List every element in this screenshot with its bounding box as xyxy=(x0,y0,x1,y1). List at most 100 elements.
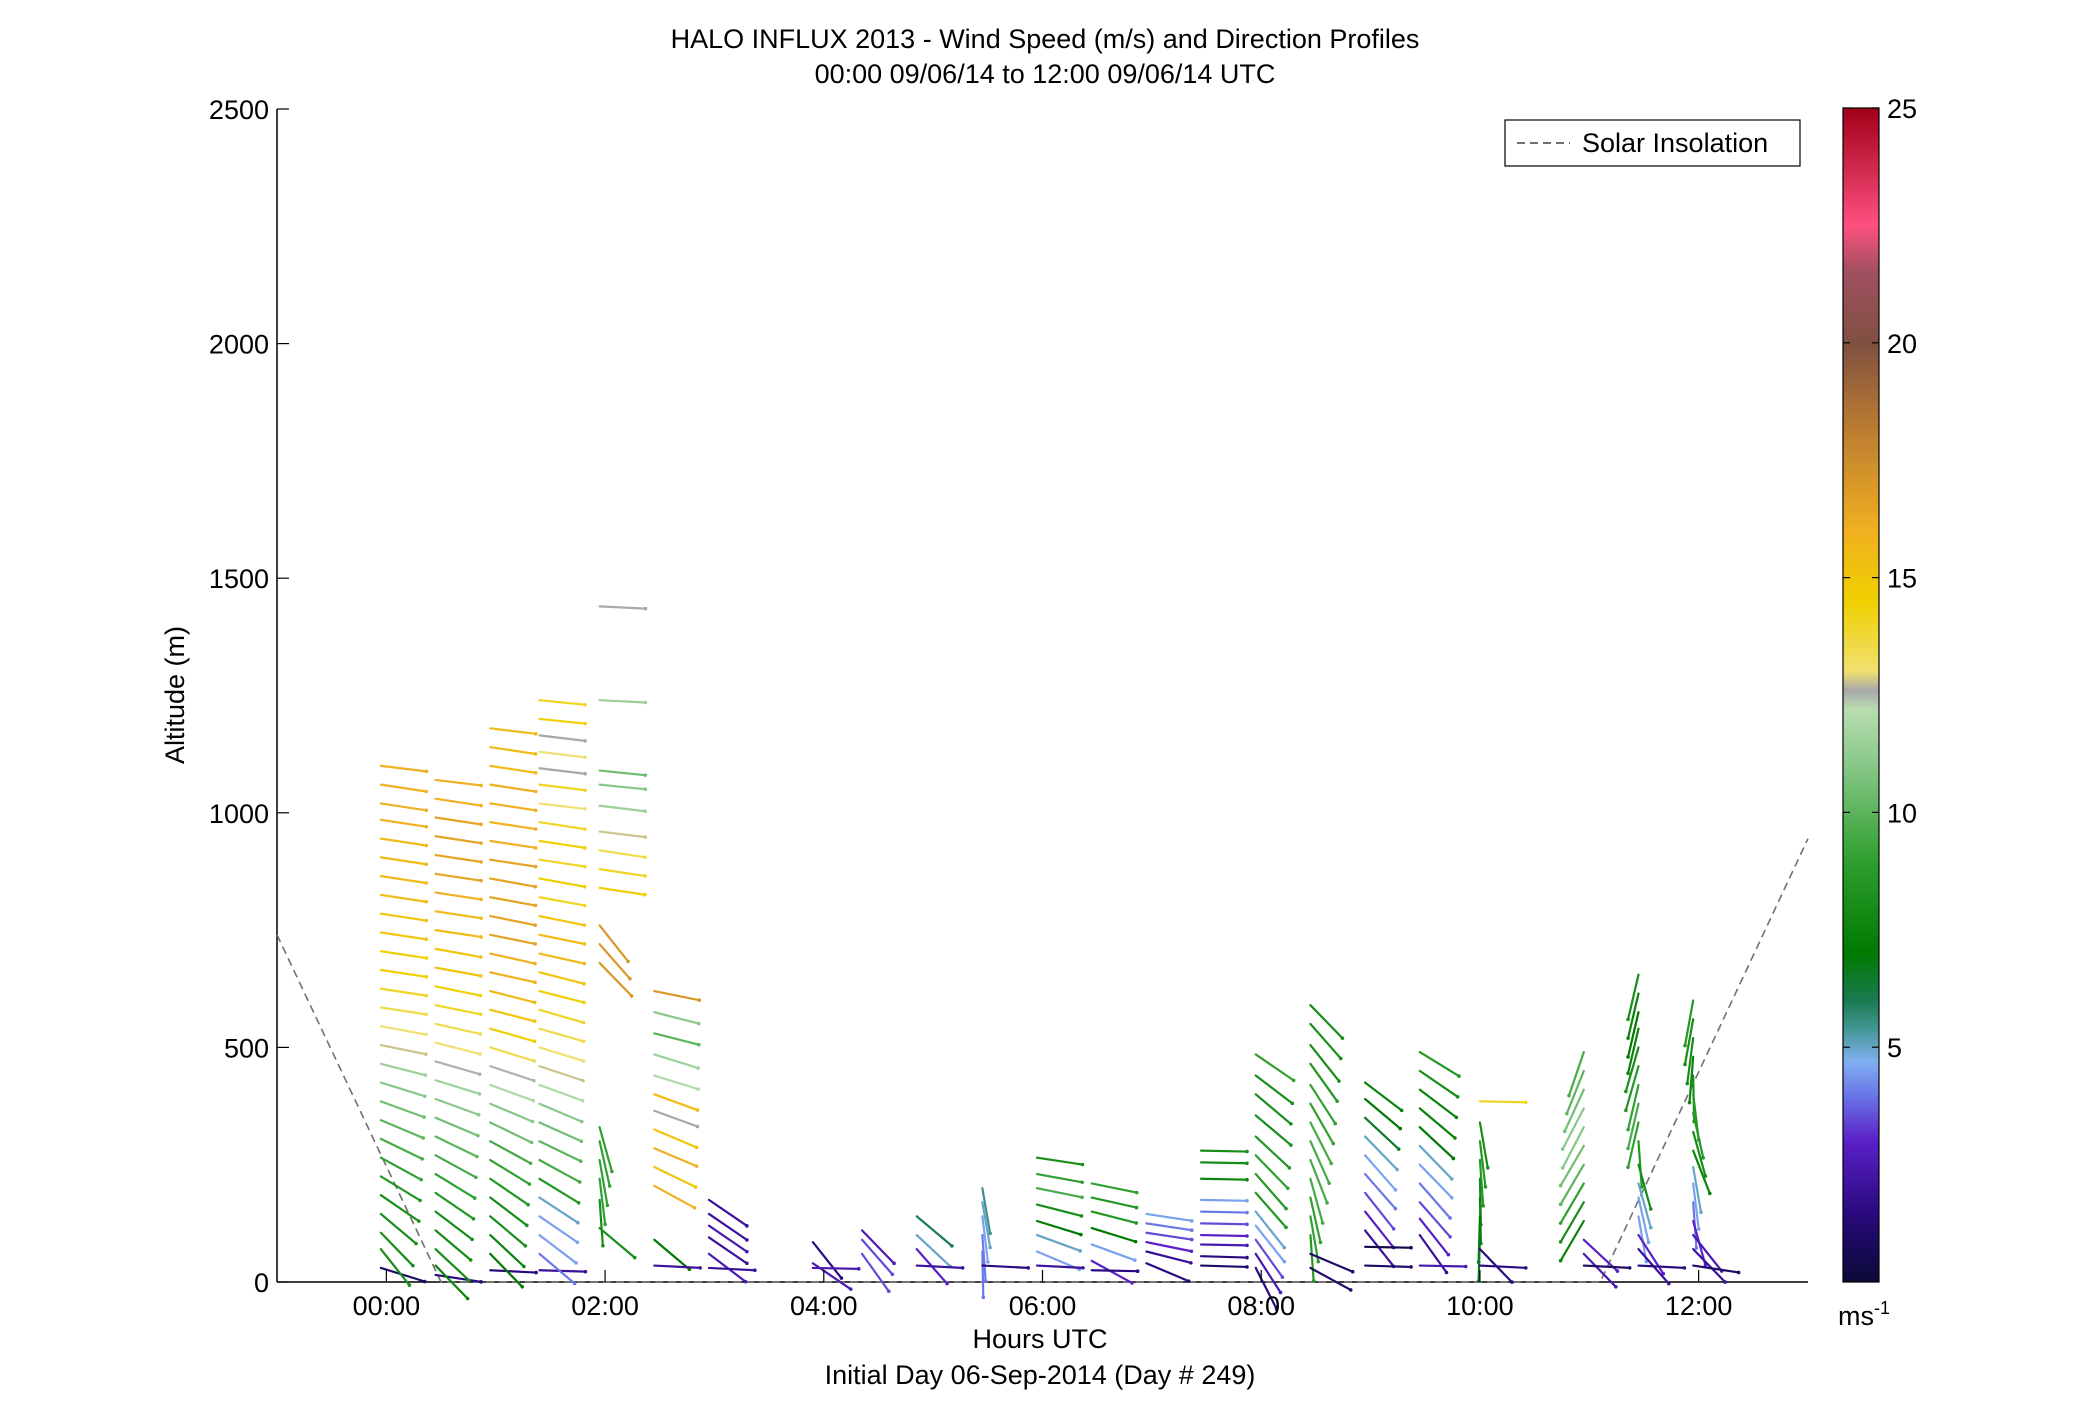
wind-barb xyxy=(598,1198,604,1247)
wind-barb xyxy=(1199,1264,1249,1269)
wind-barb-tip xyxy=(1398,1126,1403,1131)
wind-barb xyxy=(538,1121,583,1143)
wind-barb-tip xyxy=(1337,1079,1341,1083)
wind-barb xyxy=(379,1025,428,1036)
wind-barb xyxy=(1199,1233,1249,1238)
wind-barb-tip xyxy=(1245,1149,1249,1154)
wind-barb-tip xyxy=(418,1198,422,1203)
wind-barb xyxy=(538,1233,578,1264)
wind-barb xyxy=(981,1264,1030,1269)
plot-area xyxy=(276,109,1808,1283)
wind-barb xyxy=(434,928,483,939)
wind-barb xyxy=(489,764,537,774)
wind-barb xyxy=(981,1201,992,1249)
wind-barb-tip xyxy=(1701,1156,1706,1160)
wind-barb xyxy=(1478,1264,1527,1269)
wind-barb xyxy=(1565,1069,1585,1115)
wind-barb xyxy=(1199,1222,1249,1226)
wind-barb xyxy=(379,875,428,885)
wind-barb-tip xyxy=(629,994,634,998)
wind-barb xyxy=(538,896,586,907)
wind-barb-tip xyxy=(1079,1232,1083,1237)
wind-barb-tip xyxy=(1245,1265,1249,1269)
wind-barb-tip xyxy=(532,1019,537,1024)
wind-barb-tip xyxy=(1648,1225,1653,1230)
wind-barb xyxy=(379,783,428,793)
y-tick-label: 0 xyxy=(254,1268,269,1298)
wind-barb-tip xyxy=(479,860,483,864)
wind-barb xyxy=(1145,1241,1193,1253)
y-tick-label: 2500 xyxy=(209,95,269,125)
wind-barb xyxy=(379,1100,426,1119)
wind-barb xyxy=(1688,1055,1695,1104)
wind-profile xyxy=(915,1215,965,1286)
solar-insolation-line xyxy=(276,838,1809,1283)
wind-barb xyxy=(598,830,647,839)
wind-barb xyxy=(1199,1177,1249,1181)
wind-barb-tip xyxy=(1449,1177,1454,1181)
wind-barb-tip xyxy=(424,1032,428,1037)
wind-barb xyxy=(707,1198,748,1227)
wind-barb-tip xyxy=(479,822,483,827)
wind-barb-tip xyxy=(422,1115,426,1119)
wind-barb xyxy=(1418,1144,1453,1180)
wind-barb-tip xyxy=(479,878,483,883)
wind-barb-tip xyxy=(745,1261,749,1266)
wind-barb-tip xyxy=(1245,1234,1249,1238)
wind-barb xyxy=(1364,1081,1403,1112)
wind-barb-tip xyxy=(1348,1288,1353,1292)
wind-barb xyxy=(598,849,647,859)
wind-barb xyxy=(1624,1065,1640,1112)
wind-profile xyxy=(1364,1081,1413,1269)
wind-barb xyxy=(489,914,537,927)
wind-barb-tip xyxy=(533,923,538,927)
wind-barb xyxy=(1692,1264,1740,1274)
wind-barb xyxy=(1090,1182,1138,1194)
wind-barb xyxy=(1692,1233,1723,1273)
wind-barb xyxy=(538,1196,579,1224)
wind-barb-tip xyxy=(1396,1147,1401,1151)
legend: Solar Insolation xyxy=(1504,119,1801,167)
wind-barb xyxy=(1478,1158,1485,1207)
wind-barb-tip xyxy=(745,1249,749,1254)
wind-barb xyxy=(434,1135,479,1158)
wind-barb xyxy=(1199,1161,1249,1165)
colorbar: 5 10 15 20 25 ms-1 xyxy=(1838,94,1917,1331)
wind-barb-tip xyxy=(583,771,587,776)
wind-barb-tip xyxy=(1736,1270,1741,1275)
wind-barb xyxy=(1692,1149,1711,1195)
wind-barb xyxy=(1090,1243,1136,1262)
wind-barb xyxy=(811,1241,843,1280)
wind-barb-tip xyxy=(424,993,429,998)
wind-barb xyxy=(1309,1215,1320,1263)
wind-barb xyxy=(1035,1219,1083,1236)
wind-barb-tip xyxy=(1457,1074,1461,1078)
wind-barb xyxy=(1364,1229,1395,1268)
wind-barb-tip xyxy=(1448,1234,1452,1239)
wind-barb xyxy=(1561,1126,1585,1170)
wind-barb-tip xyxy=(471,1216,476,1221)
wind-barb xyxy=(1637,1182,1652,1229)
wind-barb-tip xyxy=(1325,1201,1329,1205)
wind-barb xyxy=(379,837,428,847)
wind-barb xyxy=(489,858,537,868)
wind-barb-tip xyxy=(1558,1258,1563,1263)
wind-barb-tip xyxy=(945,1281,949,1286)
wind-profile xyxy=(379,764,429,1287)
wind-barb xyxy=(1145,1231,1193,1241)
wind-barb xyxy=(653,1011,700,1025)
wind-barb xyxy=(1418,1088,1458,1119)
wind-barb xyxy=(1309,1266,1352,1292)
wind-barb-tip xyxy=(477,1092,482,1096)
wind-barb xyxy=(1364,1191,1395,1230)
wind-barb-tip xyxy=(643,855,647,859)
wind-barb xyxy=(379,802,428,812)
wind-barb xyxy=(598,1140,611,1188)
wind-barb-tip xyxy=(643,606,648,611)
wind-barb-tip xyxy=(607,1184,612,1188)
wind-barb xyxy=(653,1147,698,1168)
wind-barb-tip xyxy=(1280,1275,1285,1279)
wind-barb xyxy=(379,764,428,773)
colorbar-tick-label: 5 xyxy=(1887,1033,1902,1063)
wind-barb-tip xyxy=(839,1276,844,1280)
